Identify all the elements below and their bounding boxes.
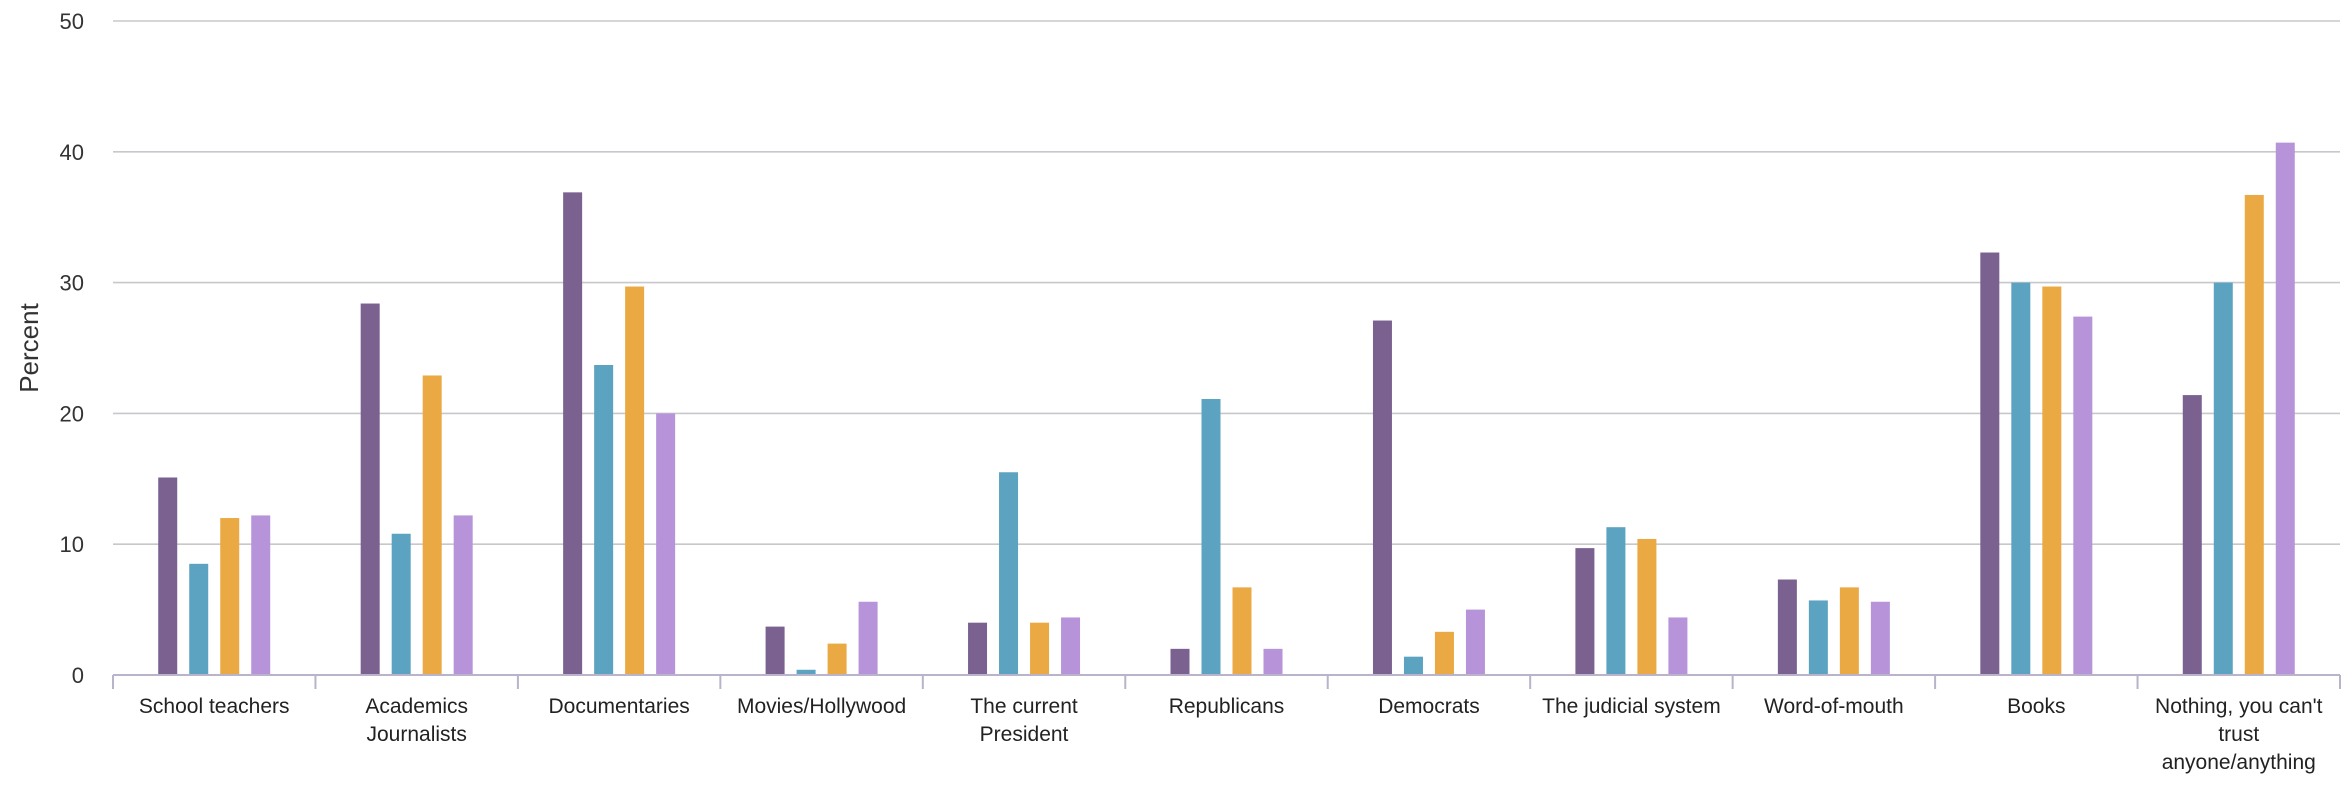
bar (1575, 548, 1595, 675)
category-label-line: Democrats (1378, 695, 1480, 718)
x-axis (112, 674, 2341, 689)
bar (220, 518, 240, 675)
bar (2244, 194, 2264, 676)
bar (1870, 601, 1890, 675)
bar (625, 286, 645, 675)
bar (1777, 579, 1797, 675)
category-label: Movies/Hollywood (737, 695, 906, 718)
category-label-line: Republicans (1169, 695, 1285, 718)
bar (1465, 609, 1485, 675)
y-tick-label: 0 (72, 663, 84, 688)
category-label: Nothing, you can't trust anyone/anything (2155, 695, 2323, 774)
bar (968, 622, 988, 675)
bar (796, 669, 816, 675)
bars (158, 142, 2295, 676)
category-label-line: Word-of-mouth (1764, 695, 1904, 718)
bar (1808, 600, 1828, 675)
category-label: The judicial system (1542, 695, 1721, 718)
bar (2213, 282, 2233, 675)
category-label-line: School teachers (139, 695, 290, 718)
y-axis-title: Percent (14, 302, 44, 392)
bar (1434, 631, 1454, 675)
category-label: Documentaries (549, 695, 690, 718)
bar (1668, 617, 1688, 675)
category-label: Democrats (1378, 695, 1480, 718)
bar (765, 626, 785, 675)
bar (2182, 395, 2202, 675)
bar (999, 472, 1019, 675)
category-label: School teachers (139, 695, 290, 718)
bar (1201, 399, 1221, 675)
bar (827, 643, 847, 675)
bar (1232, 587, 1252, 675)
bar (2275, 142, 2295, 676)
y-tick-label: 10 (60, 532, 84, 557)
bar (2042, 286, 2062, 675)
category-label-line: Journalists (366, 723, 466, 746)
category-label-line: Academics (365, 695, 468, 718)
bar (1637, 538, 1657, 675)
category-label-line: The judicial system (1542, 695, 1721, 718)
category-label: Books (2007, 695, 2065, 718)
bar (563, 192, 583, 675)
bar (2073, 316, 2093, 675)
category-label-line: Books (2007, 695, 2065, 718)
category-label-line: Documentaries (549, 695, 690, 718)
bar (360, 303, 380, 675)
gridlines (113, 20, 2340, 546)
bar (189, 563, 209, 675)
y-axis-ticks: 0 10 20 30 40 50 (60, 9, 84, 688)
bar (391, 533, 411, 675)
y-tick-label: 40 (60, 140, 84, 165)
bar (858, 601, 878, 675)
bar (2011, 282, 2031, 675)
category-label: The current President (970, 695, 1078, 746)
bar (1372, 320, 1392, 675)
bar (453, 515, 473, 675)
category-label-line: President (980, 723, 1069, 746)
bar (1606, 527, 1626, 675)
bar (422, 375, 442, 675)
bar (1030, 622, 1050, 675)
bar (594, 365, 614, 675)
bar (1061, 617, 1081, 675)
bar (251, 515, 271, 675)
bar (1263, 648, 1283, 675)
bar (158, 477, 178, 675)
category-label: Word-of-mouth (1764, 695, 1904, 718)
category-label-line: Nothing, you can't (2155, 695, 2323, 718)
y-tick-label: 50 (60, 9, 84, 34)
bar (1403, 656, 1423, 675)
y-tick-label: 20 (60, 401, 84, 426)
category-label: Republicans (1169, 695, 1285, 718)
bar (1980, 252, 2000, 676)
category-label-line: trust (2218, 723, 2259, 746)
category-label-line: anyone/anything (2162, 751, 2316, 774)
category-label: Academics Journalists (365, 695, 468, 746)
y-tick-label: 30 (60, 271, 84, 296)
bar (1170, 648, 1190, 675)
category-label-line: Movies/Hollywood (737, 695, 906, 718)
bar (656, 413, 676, 675)
category-labels: School teachers Academics Journalists Docum… (139, 695, 2323, 774)
bar (1839, 587, 1859, 675)
category-label-line: The current (970, 695, 1078, 718)
